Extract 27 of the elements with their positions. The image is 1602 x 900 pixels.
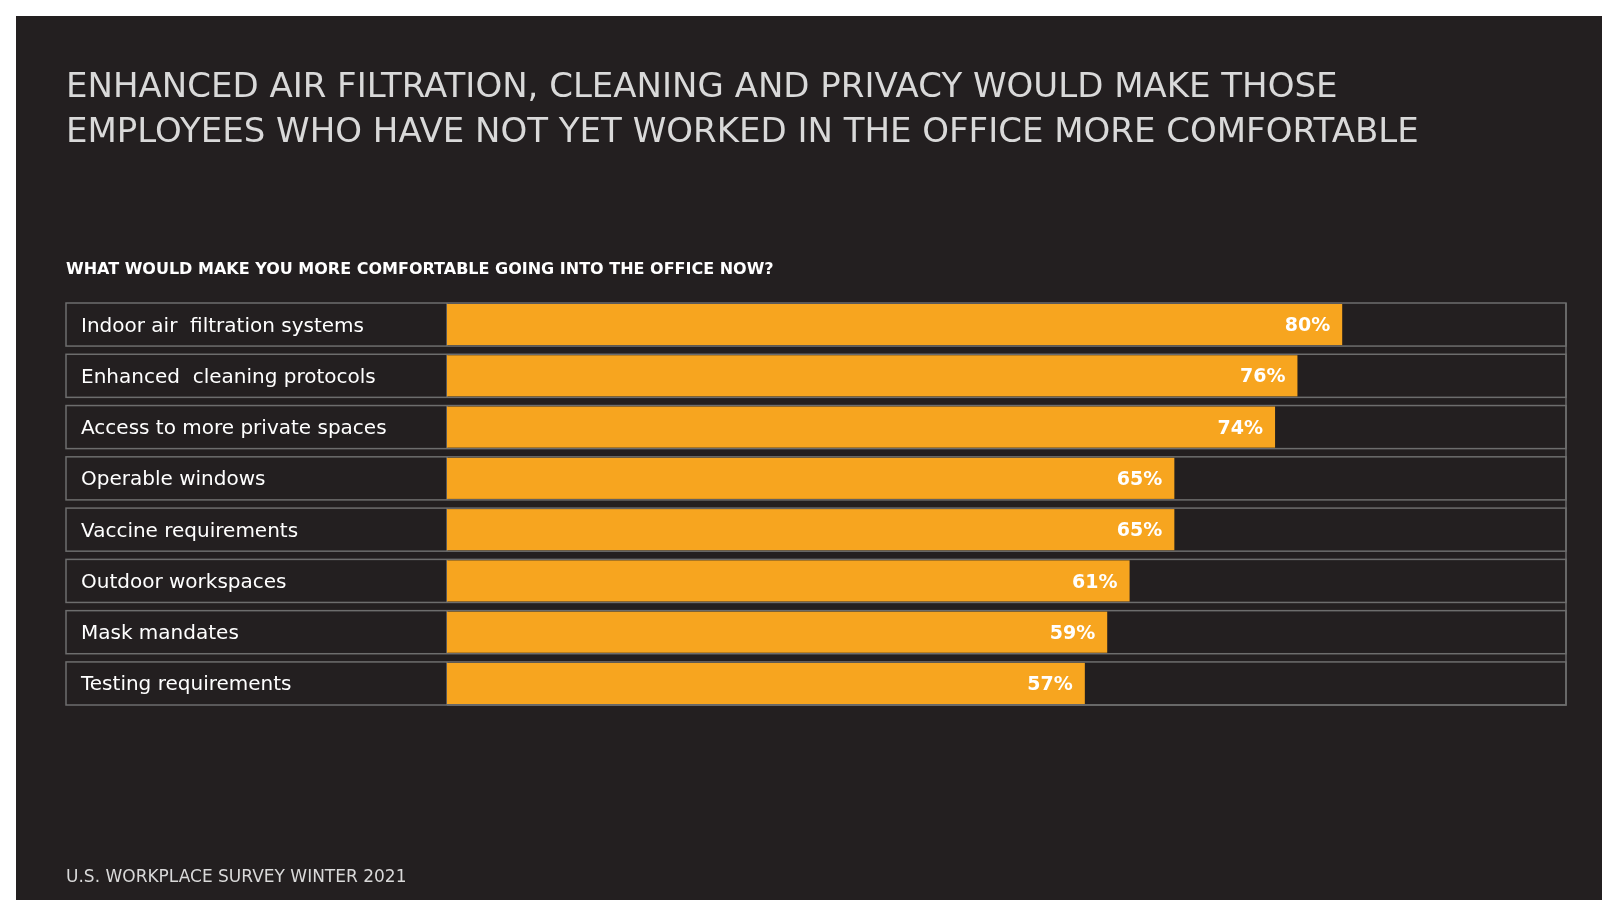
y-tick-label: Mask mandates — [81, 620, 239, 645]
y-tick-label: Indoor air filtration systems — [81, 312, 364, 337]
chart-title: ENHANCED AIR FILTRATION, CLEANING AND PRIVACY WOULD MAKE THOSE EMPLOYEES WHO HAVE NOT YET WORKED IN THE OFFICE MORE COMFORTABLE — [66, 65, 1419, 150]
data-label: 65% — [1116, 518, 1163, 541]
bar — [447, 304, 1343, 346]
y-tick-label: Operable windows — [81, 466, 266, 491]
data-label: 61% — [1072, 569, 1118, 592]
y-tick-label: Vaccine requirements — [81, 517, 299, 542]
bar — [447, 406, 1276, 448]
data-label: 80% — [1284, 313, 1331, 336]
bar — [447, 457, 1175, 499]
data-label: 76% — [1239, 364, 1286, 387]
bar — [447, 355, 1298, 397]
y-tick-label: Outdoor workspaces — [81, 568, 287, 593]
bar — [447, 560, 1130, 602]
bar — [447, 662, 1085, 704]
bar — [447, 509, 1175, 551]
data-label: 59% — [1049, 620, 1096, 643]
y-tick-label: Enhanced cleaning protocols — [81, 363, 376, 388]
bar — [447, 611, 1108, 653]
y-tick-label: Access to more private spaces — [81, 415, 387, 440]
chart-subtitle: WHAT WOULD MAKE YOU MORE COMFORTABLE GOING INTO THE OFFICE NOW? — [66, 259, 774, 278]
data-label: 74% — [1217, 415, 1264, 438]
y-tick-label: Testing requirements — [80, 671, 292, 696]
text: U.S. WORKPLACE SURVEY WINTER 2021 — [66, 866, 407, 886]
data-label: 57% — [1027, 672, 1073, 695]
data-label: 65% — [1116, 467, 1163, 490]
